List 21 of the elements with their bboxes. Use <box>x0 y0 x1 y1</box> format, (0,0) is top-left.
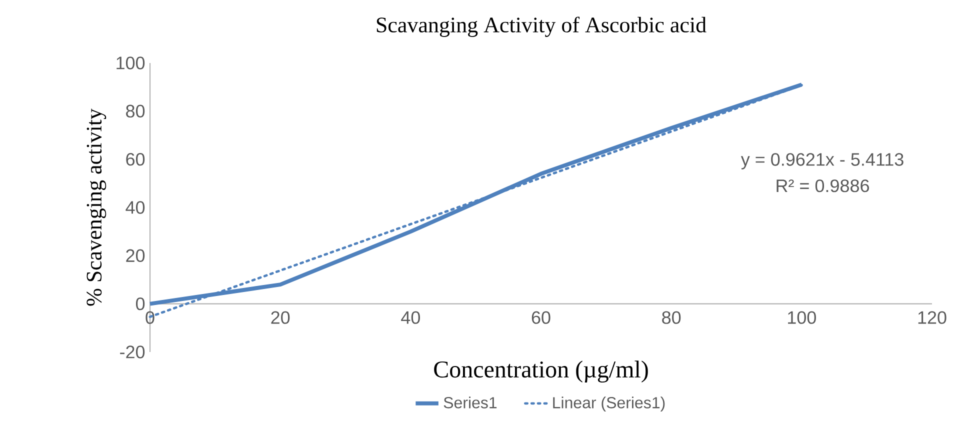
y-tick-label: 60 <box>126 152 145 166</box>
chart-title: Scavanging Activity of Ascorbic acid <box>376 16 706 37</box>
y-tick-label: 20 <box>126 249 145 262</box>
x-tick-label: 120 <box>918 311 946 324</box>
annotation: y = 0.9621x - 5.4113 <box>740 153 904 170</box>
x-tick-label: 100 <box>788 311 816 324</box>
annotation: R² = 0.9886 <box>776 179 869 192</box>
x-tick-label: 60 <box>532 311 550 324</box>
legend-label: Linear (Series1) <box>553 396 665 412</box>
y-tick-label: -20 <box>120 346 145 358</box>
y-tick-label: 40 <box>126 201 145 214</box>
x-tick-label: 20 <box>271 311 290 324</box>
x-tick-label: 0 <box>146 311 154 324</box>
legend-label: Series1 <box>444 396 497 408</box>
y-tick-label: 80 <box>126 104 145 118</box>
y-tick-label: 0 <box>136 297 145 310</box>
y-tick-label: 100 <box>116 56 145 70</box>
x-tick-label: 40 <box>401 311 420 324</box>
x-tick-label: 80 <box>662 311 681 324</box>
x-axis-title: Concentration (µg/ml) <box>434 360 648 383</box>
y-axis-title: % Scavenging activity <box>86 108 106 306</box>
